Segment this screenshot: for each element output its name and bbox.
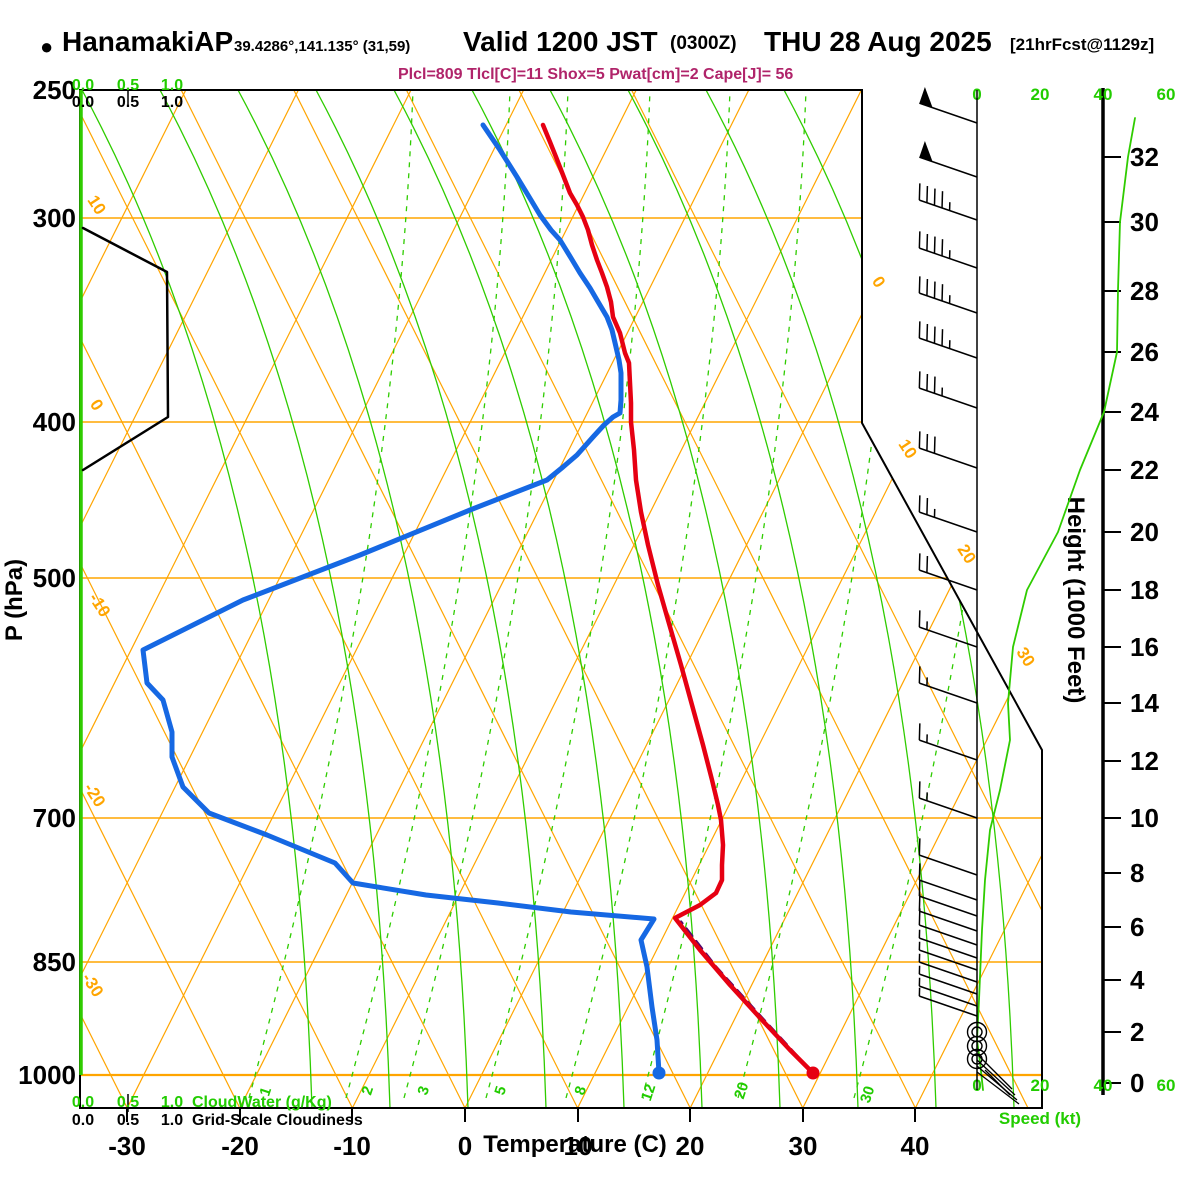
grid-pressure-lines — [80, 217, 1042, 1077]
grid-isotherms — [80, 90, 1042, 1108]
svg-text:30: 30 — [1130, 207, 1159, 237]
surface-dots — [652, 1066, 820, 1080]
svg-text:CloudWater (g/Kg): CloudWater (g/Kg) — [192, 1094, 332, 1111]
svg-text:20: 20 — [1031, 1076, 1050, 1095]
svg-text:0.0: 0.0 — [72, 1094, 94, 1111]
svg-text:16: 16 — [1130, 632, 1159, 662]
pressure-axis: 250 300 400 500 700 850 1000 P (hPa) — [1, 75, 76, 1090]
svg-text:Speed (kt): Speed (kt) — [999, 1109, 1081, 1128]
wind-speed-curve — [976, 117, 1136, 1091]
svg-text:0.5: 0.5 — [117, 94, 139, 111]
svg-text:-30: -30 — [108, 1131, 146, 1161]
svg-text:0: 0 — [86, 396, 107, 414]
valid-time: Valid 1200 JST — [463, 26, 658, 57]
svg-text:40: 40 — [1094, 85, 1113, 104]
temperature-curve — [540, 122, 816, 1076]
dewpoint-curve — [140, 122, 662, 1076]
svg-text:0: 0 — [458, 1131, 472, 1161]
grid-moist-adiabats — [81, 90, 1042, 1108]
stability-indices: Plcl=809 Tlcl[C]=11 Shox=5 Pwat[cm]=2 Ca… — [398, 66, 794, 83]
svg-text:32: 32 — [1130, 142, 1159, 172]
station-name: HanamakiAP — [62, 26, 234, 57]
svg-text:400: 400 — [33, 407, 76, 437]
svg-text:0.5: 0.5 — [117, 77, 139, 94]
title-bullet-icon: ● — [40, 34, 54, 59]
svg-text:18: 18 — [1130, 575, 1159, 605]
svg-text:26: 26 — [1130, 337, 1159, 367]
svg-text:-20: -20 — [221, 1131, 259, 1161]
svg-text:-20: -20 — [80, 780, 109, 811]
svg-text:Temperature (C): Temperature (C) — [483, 1131, 667, 1158]
svg-text:10: 10 — [894, 436, 920, 462]
svg-text:30: 30 — [1012, 644, 1038, 670]
svg-text:6: 6 — [1130, 912, 1144, 942]
svg-text:250: 250 — [33, 75, 76, 105]
svg-text:0.0: 0.0 — [72, 1112, 94, 1129]
svg-text:0.5: 0.5 — [117, 1094, 139, 1111]
svg-text:60: 60 — [1157, 85, 1176, 104]
svg-text:0: 0 — [1130, 1068, 1144, 1098]
svg-text:20: 20 — [1031, 85, 1050, 104]
svg-text:-10: -10 — [85, 590, 114, 621]
svg-text:0.0: 0.0 — [72, 77, 94, 94]
svg-text:8: 8 — [1130, 858, 1144, 888]
svg-text:12: 12 — [638, 1082, 659, 1103]
svg-text:28: 28 — [1130, 276, 1159, 306]
svg-text:1.0: 1.0 — [161, 94, 183, 111]
valid-date: THU 28 Aug 2025 — [764, 26, 992, 57]
station-coordinates: 39.4286°,141.135° (31,59) — [234, 38, 411, 55]
cloudiness-profile — [81, 226, 170, 472]
svg-text:500: 500 — [33, 563, 76, 593]
svg-text:8: 8 — [571, 1084, 590, 1097]
svg-text:1.0: 1.0 — [161, 77, 183, 94]
svg-text:Height (1000 Feet): Height (1000 Feet) — [1062, 497, 1089, 704]
svg-text:10: 10 — [1130, 803, 1159, 833]
wind-barbs — [918, 87, 1020, 1105]
cloudiness-scale: 0.00.00.50.51.01.0 Grid-Scale Cloudiness — [72, 94, 363, 1129]
temperature-axis: -30 -20 -10 0 10 20 30 40 Temperature (C) — [108, 1108, 929, 1161]
svg-text:14: 14 — [1130, 688, 1159, 718]
svg-text:0.5: 0.5 — [117, 1112, 139, 1129]
svg-text:60: 60 — [1157, 1076, 1176, 1095]
svg-text:0: 0 — [868, 273, 889, 291]
svg-text:20: 20 — [953, 541, 979, 567]
svg-text:40: 40 — [901, 1131, 930, 1161]
svg-text:850: 850 — [33, 947, 76, 977]
skewt-grid — [80, 90, 1042, 1108]
svg-text:10: 10 — [564, 1131, 593, 1161]
svg-text:2: 2 — [358, 1084, 377, 1097]
svg-text:20: 20 — [1130, 517, 1159, 547]
grid-mixing-ratio-lines — [248, 90, 1019, 1099]
svg-text:20: 20 — [676, 1131, 705, 1161]
svg-text:Grid-Scale Cloudiness: Grid-Scale Cloudiness — [192, 1112, 363, 1129]
svg-text:P (hPa): P (hPa) — [1, 559, 28, 641]
svg-text:-10: -10 — [333, 1131, 371, 1161]
svg-text:30: 30 — [789, 1131, 818, 1161]
svg-text:1.0: 1.0 — [161, 1112, 183, 1129]
valid-time-utc: (0300Z) — [670, 33, 737, 54]
svg-text:4: 4 — [1130, 965, 1145, 995]
svg-text:12: 12 — [1130, 746, 1159, 776]
svg-text:40: 40 — [1094, 1076, 1113, 1095]
svg-text:10: 10 — [83, 192, 109, 218]
forecast-lead-time: [21hrFcst@1129z] — [1010, 35, 1155, 54]
svg-text:1000: 1000 — [18, 1060, 76, 1090]
svg-text:3: 3 — [414, 1084, 433, 1097]
svg-text:0.0: 0.0 — [72, 94, 94, 111]
svg-text:20: 20 — [731, 1080, 752, 1101]
svg-text:22: 22 — [1130, 455, 1159, 485]
svg-text:5: 5 — [491, 1084, 510, 1097]
svg-text:2: 2 — [1130, 1017, 1144, 1047]
svg-text:24: 24 — [1130, 397, 1159, 427]
svg-text:700: 700 — [33, 803, 76, 833]
svg-text:300: 300 — [33, 203, 76, 233]
svg-text:1.0: 1.0 — [161, 1094, 183, 1111]
svg-text:30: 30 — [857, 1084, 878, 1105]
cloudwater-scale: 0.00.00.50.51.01.0 CloudWater (g/Kg) — [72, 77, 332, 1111]
